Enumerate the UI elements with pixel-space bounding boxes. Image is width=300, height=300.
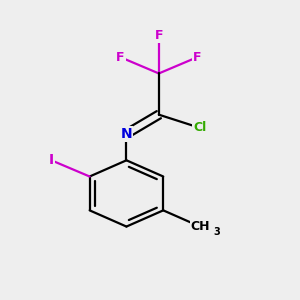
Text: F: F bbox=[193, 51, 201, 64]
Text: Cl: Cl bbox=[194, 122, 207, 134]
Text: F: F bbox=[116, 51, 125, 64]
Text: F: F bbox=[154, 29, 163, 42]
Text: 3: 3 bbox=[213, 227, 220, 237]
Text: I: I bbox=[49, 153, 54, 167]
Text: N: N bbox=[121, 127, 132, 141]
Text: CH: CH bbox=[190, 220, 210, 233]
